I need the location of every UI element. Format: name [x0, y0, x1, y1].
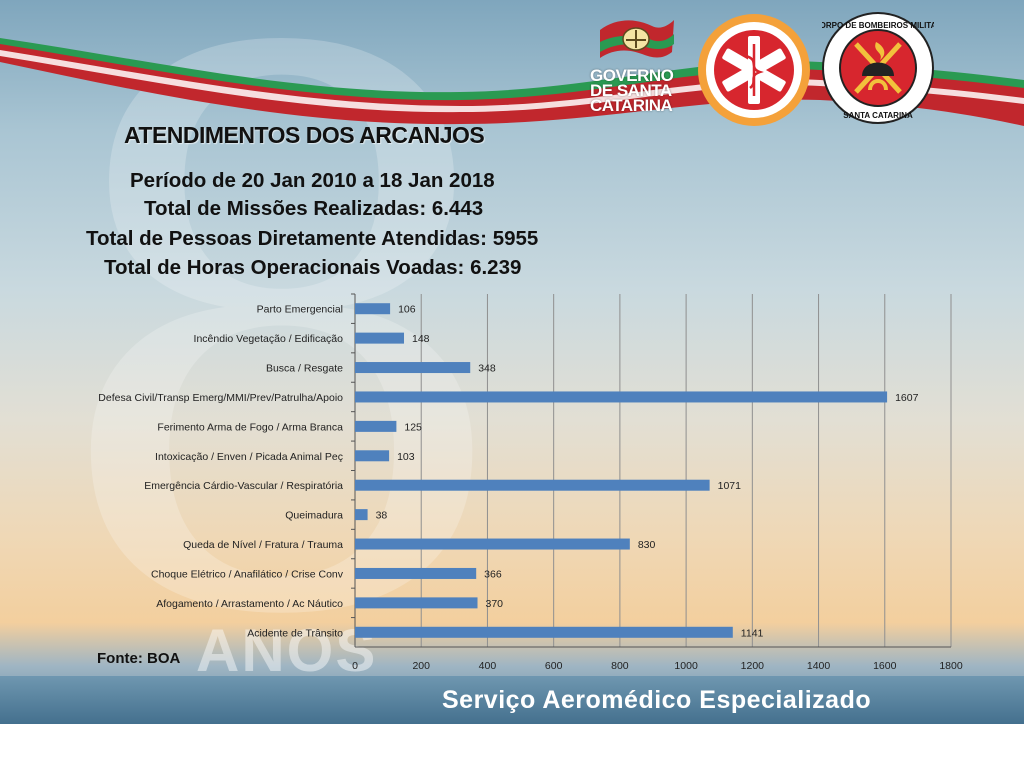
category-label: Defesa Civil/Transp Emerg/MMI/Prev/Patru… [98, 392, 343, 404]
x-tick-label: 800 [611, 660, 629, 672]
value-label: 106 [398, 304, 416, 316]
samu-emblem-icon [698, 14, 810, 126]
x-tick-label: 1600 [873, 660, 897, 672]
santa-catarina-flag-icon [600, 20, 674, 58]
page-title: ATENDIMENTOS DOS ARCANJOS [124, 122, 485, 148]
category-label: Afogamento / Arrastamento / Ac Náutico [156, 598, 343, 610]
value-label: 348 [478, 363, 496, 375]
bar [355, 362, 471, 374]
governo-logo-text: GOVERNO DE SANTA CATARINA [590, 66, 674, 115]
bar [355, 567, 477, 579]
category-label: Incêndio Vegetação / Edificação [194, 333, 344, 345]
stat-period: Período de 20 Jan 2010 a 18 Jan 2018 [130, 169, 495, 192]
x-tick-label: 200 [412, 660, 430, 672]
x-tick-label: 1800 [939, 660, 963, 672]
bar [355, 303, 391, 315]
bar [355, 538, 630, 550]
stat-missions: Total de Missões Realizadas: 6.443 [144, 197, 484, 220]
source-label: Fonte: BOA [97, 650, 181, 667]
bar-chart: 0 200 400 600 800 1000 1200 1400 1600 1800 Parto E… [98, 293, 963, 672]
category-label: Busca / Resgate [266, 363, 343, 375]
x-tick-label: 1000 [674, 660, 698, 672]
category-label: Emergência Cárdio-Vascular / Respiratóri… [144, 480, 343, 492]
category-label: Parto Emergencial [257, 304, 343, 316]
value-label: 366 [484, 568, 502, 580]
bar [355, 420, 397, 432]
anos-watermark: ANOS [196, 617, 378, 684]
value-label: 1607 [895, 392, 919, 404]
bar [355, 332, 405, 344]
category-label: Intoxicação / Enven / Picada Animal Peç [155, 451, 343, 463]
x-tick-label: 600 [545, 660, 563, 672]
value-label: 103 [397, 451, 415, 463]
value-label: 125 [404, 421, 422, 433]
bombeiros-emblem-icon: CORPO DE BOMBEIROS MILITAR SANTA CATARIN… [822, 12, 934, 124]
category-label: Queda de Nível / Fratura / Trauma [183, 539, 343, 551]
value-label: 1141 [741, 627, 764, 639]
bar [355, 597, 478, 609]
value-label: 830 [638, 539, 656, 551]
bar [355, 391, 888, 403]
svg-text:SANTA CATARINA: SANTA CATARINA [843, 111, 913, 120]
x-tick-label: 0 [352, 660, 358, 672]
category-label: Queimadura [285, 510, 343, 522]
x-tick-label: 1200 [741, 660, 765, 672]
stat-hours: Total de Horas Operacionais Voadas: 6.23… [104, 256, 522, 279]
value-label: 1071 [718, 480, 742, 492]
flag-wave [0, 38, 1024, 126]
footer-title: Serviço Aeromédico Especializado [442, 686, 872, 714]
category-label: Acidente de Trânsito [247, 627, 343, 639]
category-label: Choque Elétrico / Anafilático / Crise Co… [151, 568, 344, 580]
bar [355, 450, 390, 462]
value-label: 38 [376, 510, 388, 522]
category-label: Ferimento Arma de Fogo / Arma Branca [157, 421, 343, 433]
sea-horizon [0, 676, 1024, 724]
svg-text:CORPO DE BOMBEIROS MILITAR: CORPO DE BOMBEIROS MILITAR [822, 21, 934, 30]
bar [355, 479, 710, 491]
bar [355, 626, 733, 638]
bar [355, 509, 368, 521]
stat-people: Total de Pessoas Diretamente Atendidas: … [86, 227, 539, 250]
x-tick-label: 1400 [807, 660, 831, 672]
value-label: 370 [486, 598, 504, 610]
value-label: 148 [412, 333, 430, 345]
x-tick-label: 400 [479, 660, 497, 672]
